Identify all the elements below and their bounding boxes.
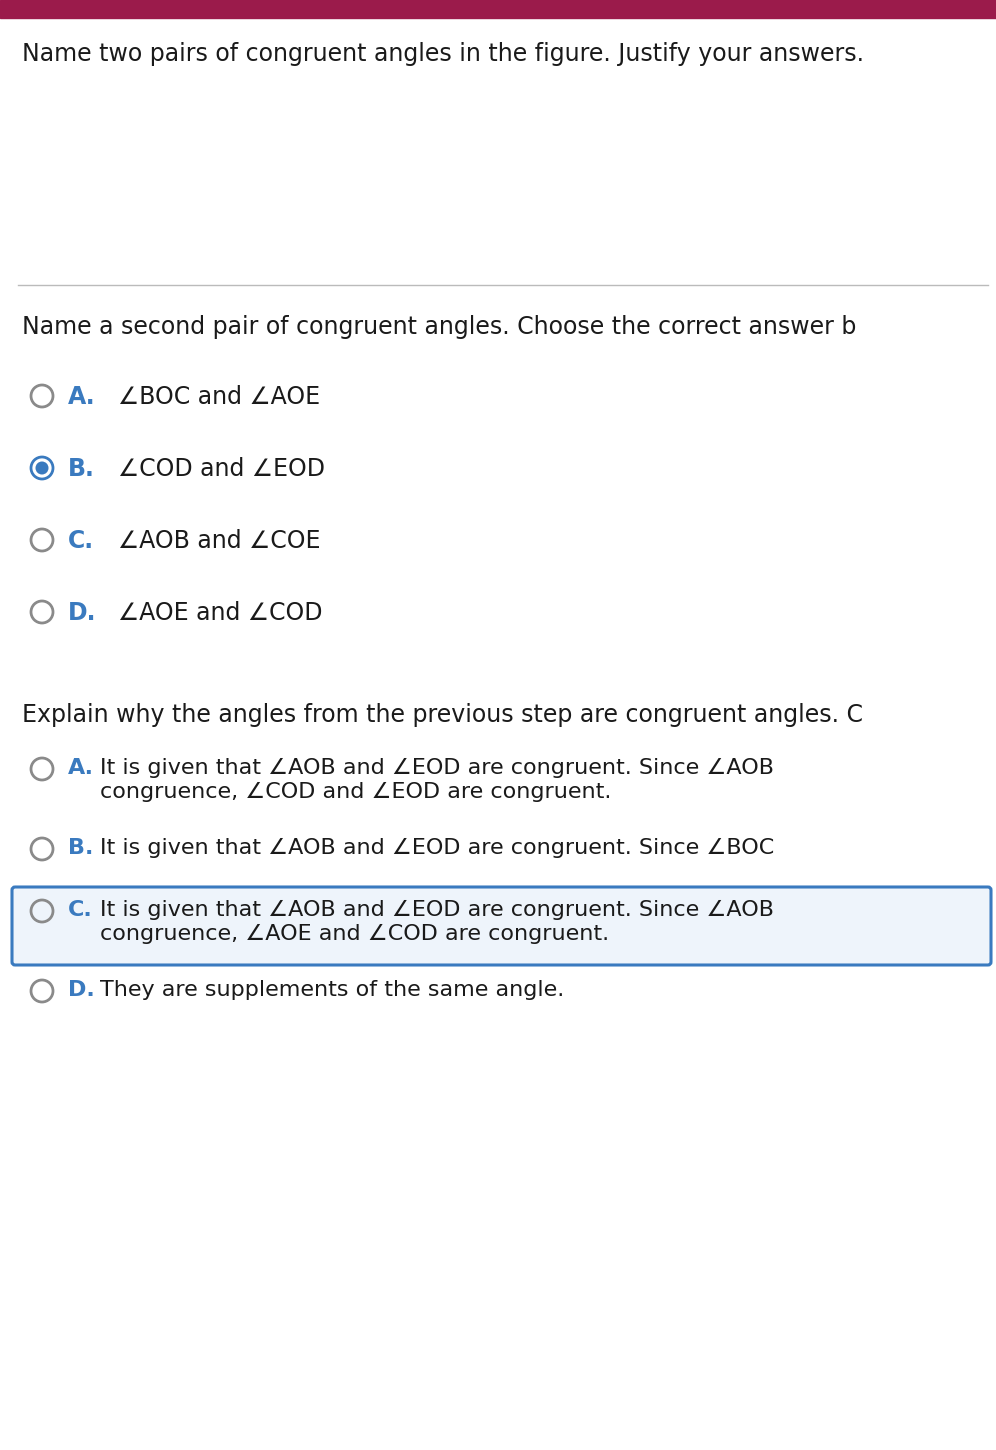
FancyBboxPatch shape (12, 887, 991, 966)
Text: congruence, ∠AOE and ∠COD are congruent.: congruence, ∠AOE and ∠COD are congruent. (100, 924, 610, 944)
Text: B.: B. (68, 838, 94, 858)
Circle shape (36, 461, 49, 474)
Text: A.: A. (68, 386, 96, 409)
Text: D.: D. (68, 600, 97, 625)
Text: It is given that ∠AOB and ∠EOD are congruent. Since ∠AOB: It is given that ∠AOB and ∠EOD are congr… (100, 900, 774, 919)
Text: A.: A. (68, 758, 94, 779)
Text: Explain why the angles from the previous step are congruent angles. C: Explain why the angles from the previous… (22, 703, 863, 726)
Text: Name a second pair of congruent angles. Choose the correct answer b: Name a second pair of congruent angles. … (22, 315, 857, 339)
Text: congruence, ∠COD and ∠EOD are congruent.: congruence, ∠COD and ∠EOD are congruent. (100, 782, 612, 802)
Text: They are supplements of the same angle.: They are supplements of the same angle. (100, 980, 565, 1000)
Text: C.: C. (68, 900, 93, 919)
Bar (0, 0, 996, 17)
Text: It is given that ∠AOB and ∠EOD are congruent. Since ∠AOB: It is given that ∠AOB and ∠EOD are congr… (100, 758, 774, 779)
Text: It is given that ∠AOB and ∠EOD are congruent. Since ∠BOC: It is given that ∠AOB and ∠EOD are congr… (100, 838, 774, 858)
Text: C.: C. (68, 529, 95, 552)
Text: B.: B. (68, 457, 95, 481)
Text: ∠AOB and ∠COE: ∠AOB and ∠COE (118, 529, 321, 552)
Text: D.: D. (68, 980, 95, 1000)
Text: ∠COD and ∠EOD: ∠COD and ∠EOD (118, 457, 325, 481)
Text: ∠BOC and ∠AOE: ∠BOC and ∠AOE (118, 386, 320, 409)
Text: ∠AOE and ∠COD: ∠AOE and ∠COD (118, 600, 323, 625)
Text: Name two pairs of congruent angles in the figure. Justify your answers.: Name two pairs of congruent angles in th… (22, 42, 864, 67)
